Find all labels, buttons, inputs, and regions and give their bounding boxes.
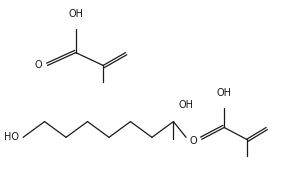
Text: HO: HO	[4, 132, 19, 142]
Text: OH: OH	[68, 9, 83, 19]
Text: OH: OH	[179, 100, 194, 110]
Text: OH: OH	[217, 88, 232, 98]
Text: O: O	[189, 136, 197, 146]
Text: O: O	[34, 60, 42, 70]
